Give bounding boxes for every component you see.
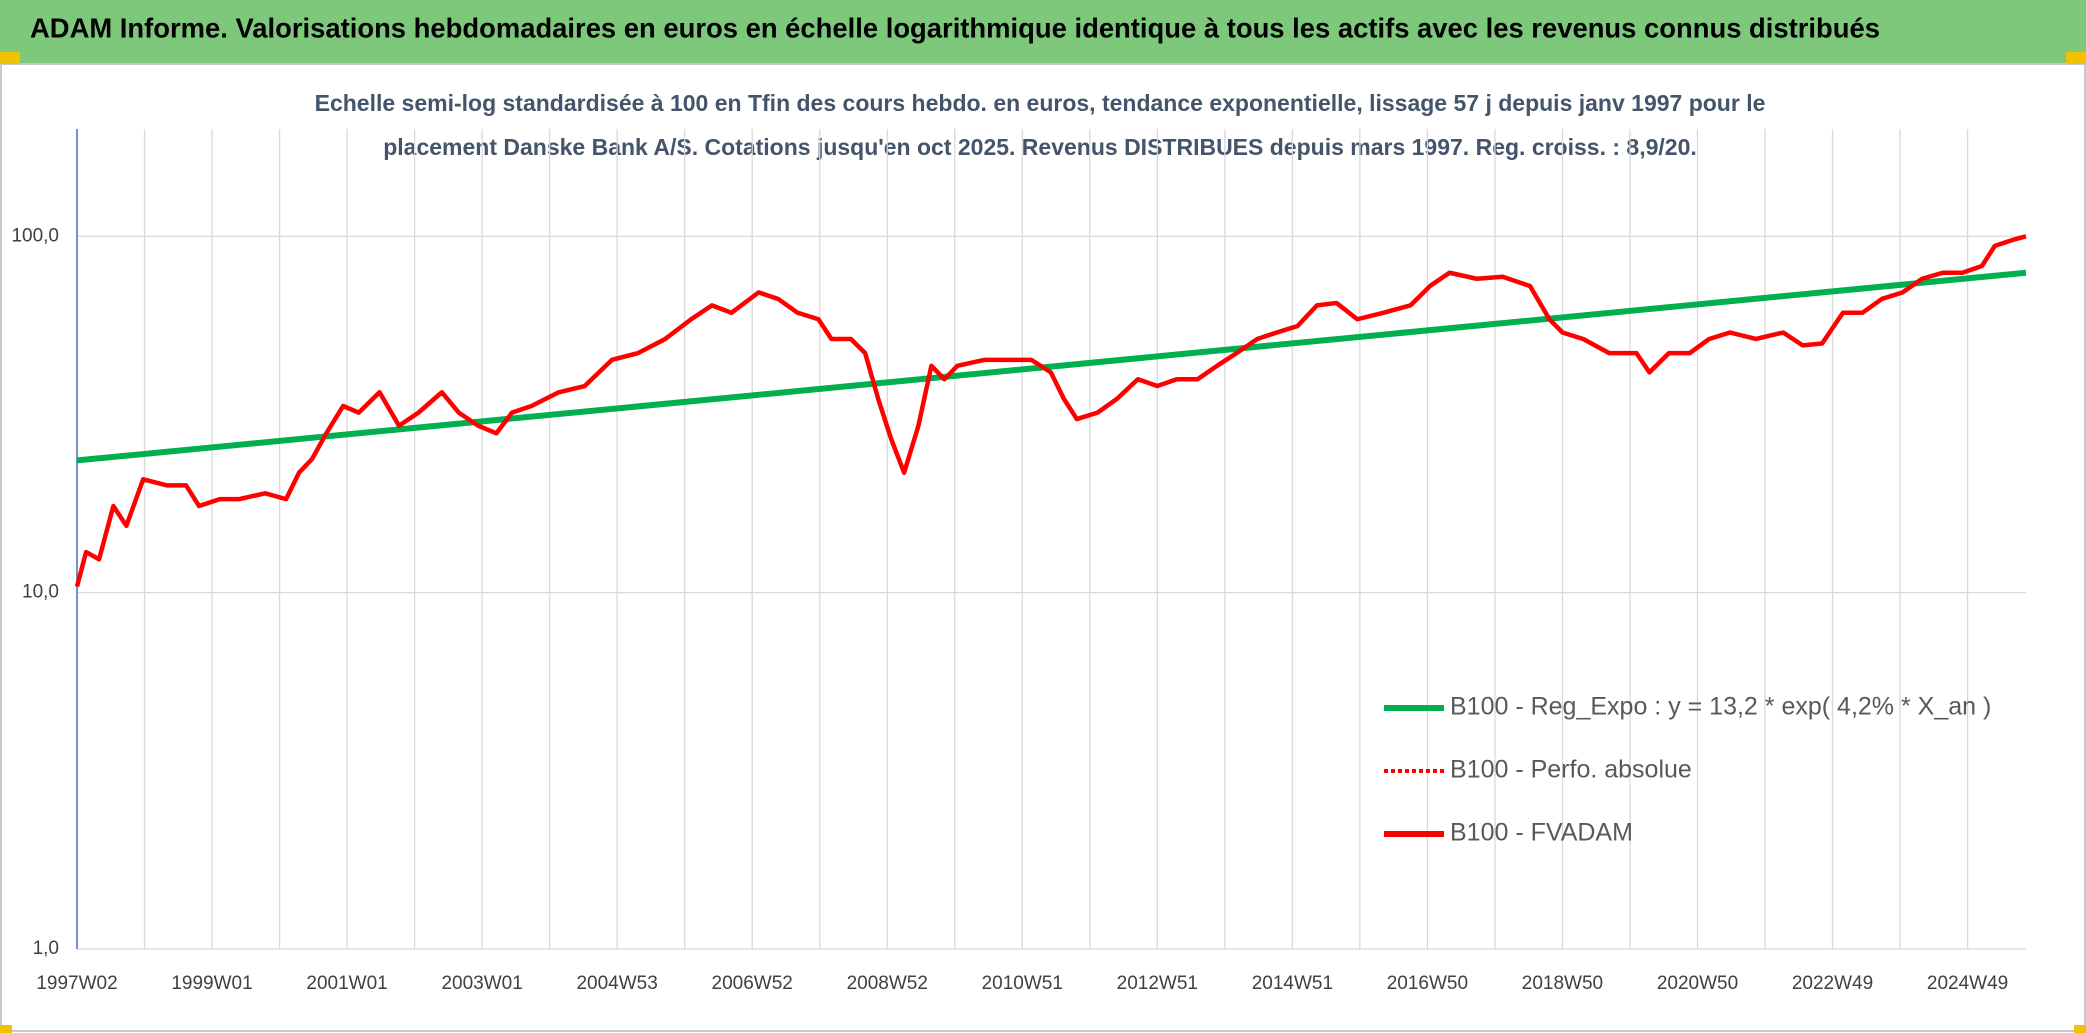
corner [0, 1025, 12, 1033]
x-tick-label: 2020W50 [1657, 973, 1738, 994]
x-tick-label: 2004W53 [576, 973, 657, 994]
corner [2074, 1025, 2086, 1033]
x-tick-label: 1997W02 [36, 973, 117, 994]
series-line [74, 234, 2027, 588]
chart-subtitle: Echelle semi-log standardisée à 100 en T… [315, 90, 1766, 116]
x-tick-label: 2008W52 [847, 973, 928, 994]
legend-label: B100 - Reg_Expo : y = 13,2 * exp( 4,2% *… [1450, 693, 1991, 721]
x-tick-label: 2012W51 [1117, 973, 1198, 994]
chart-title: ADAM Informe. Valorisations hebdomadaire… [30, 12, 1880, 43]
x-tick-label: 2014W51 [1252, 973, 1333, 994]
chart-frame [0, 63, 2086, 1032]
chart-subtitle: placement Danske Bank A/S. Cotations jus… [383, 134, 1697, 160]
x-tick-label: 2018W50 [1522, 973, 1603, 994]
corner [2066, 52, 2086, 64]
x-tick-label: 2003W01 [441, 973, 522, 994]
x-tick-label: 2010W51 [982, 973, 1063, 994]
series-line [76, 269, 2027, 464]
x-tick-label: 2024W49 [1927, 973, 2008, 994]
x-tick-label: 2016W50 [1387, 973, 1468, 994]
title-bar [0, 0, 2086, 64]
legend-label: B100 - Perfo. absolue [1450, 756, 1692, 784]
x-tick-label: 2001W01 [306, 973, 387, 994]
y-tick-label: 1,0 [33, 938, 59, 959]
x-tick-label: 2006W52 [712, 973, 793, 994]
x-tick-label: 1999W01 [171, 973, 252, 994]
y-tick-label: 10,0 [22, 582, 59, 603]
corner [0, 52, 20, 64]
x-tick-label: 2022W49 [1792, 973, 1873, 994]
legend-label: B100 - FVADAM [1450, 819, 1633, 847]
y-tick-label: 100,0 [11, 225, 59, 246]
